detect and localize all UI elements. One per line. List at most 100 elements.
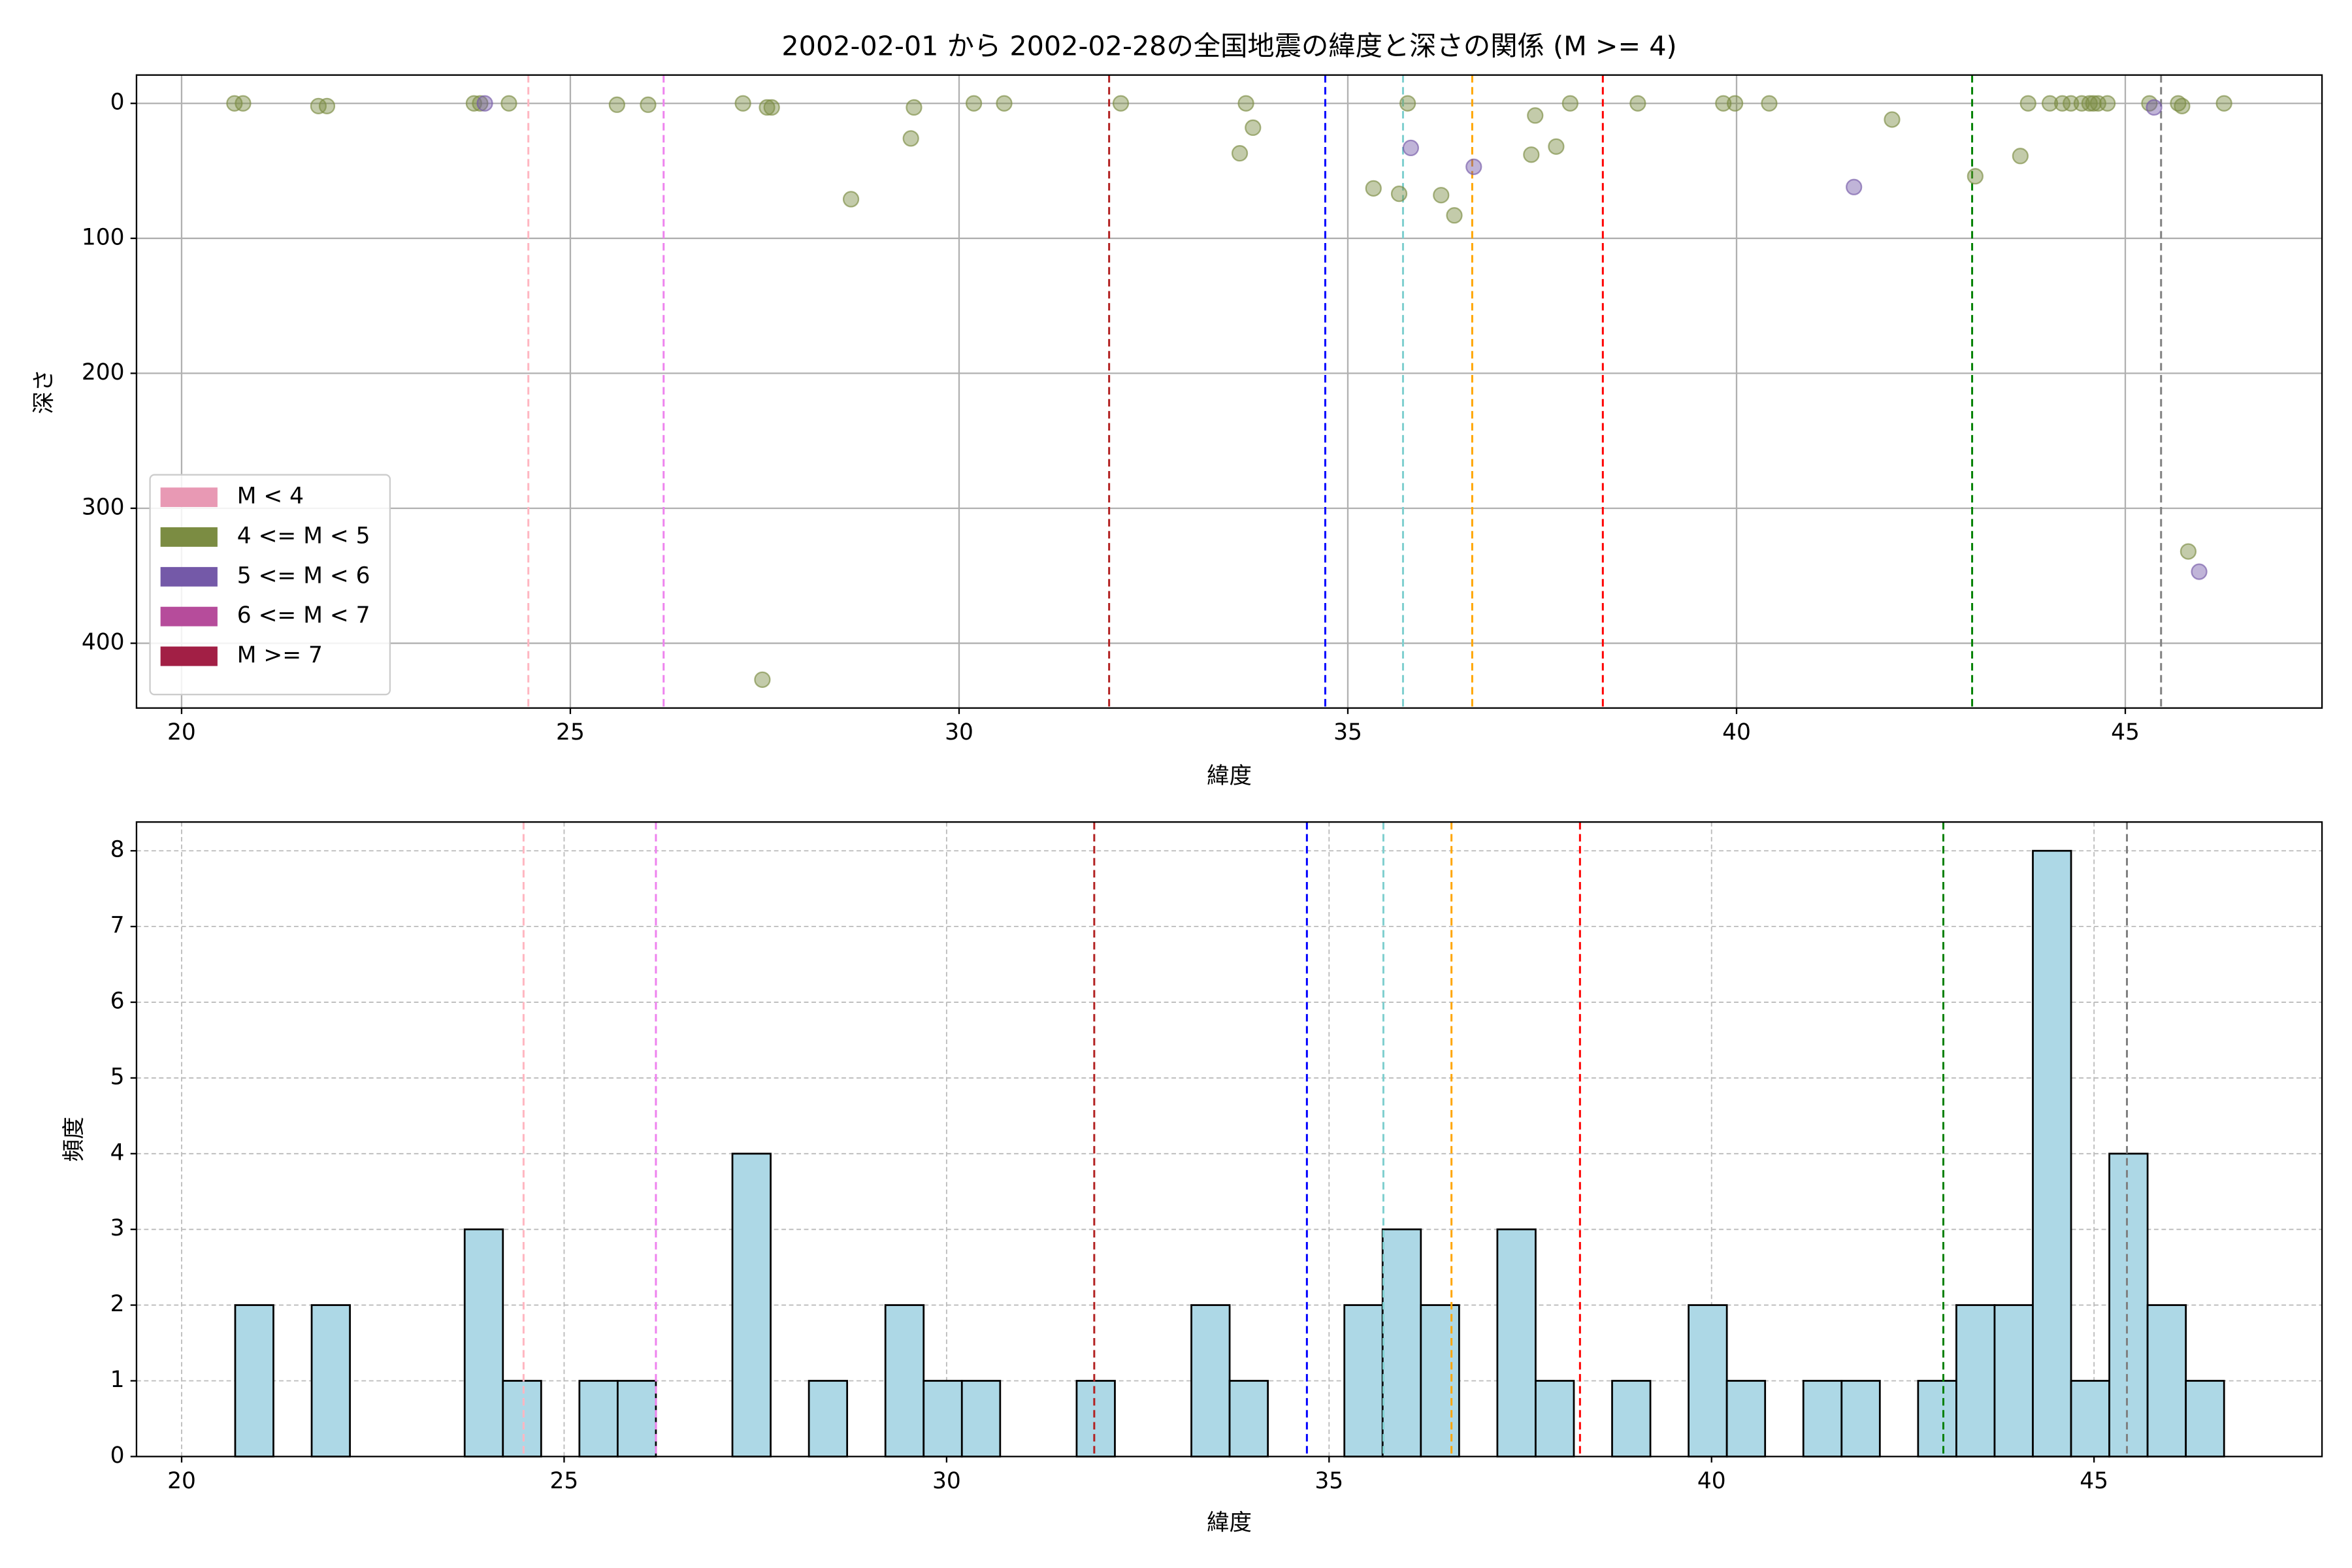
data-point: [476, 95, 493, 112]
data-point: [318, 97, 336, 114]
bar: [731, 1152, 772, 1458]
x-axis-label: 緯度: [1207, 763, 1252, 789]
data-point: [754, 671, 771, 688]
legend-label: 5 <= M < 6: [237, 563, 370, 589]
bar: [1496, 1228, 1537, 1458]
data-point: [1884, 111, 1901, 128]
data-point: [1523, 146, 1540, 163]
data-point: [640, 96, 657, 113]
bar: [808, 1380, 849, 1458]
data-point: [1237, 95, 1254, 112]
data-point: [906, 99, 923, 116]
legend-label: 4 <= M < 5: [237, 523, 370, 549]
bar: [2108, 1152, 2149, 1458]
bar: [2032, 849, 2072, 1458]
bar: [1725, 1380, 1767, 1458]
y-tick-label: 2: [110, 1291, 125, 1317]
y-tick-label: 300: [82, 494, 125, 520]
legend-swatch: [160, 527, 218, 547]
data-point: [472, 95, 489, 112]
data-point: [1761, 95, 1778, 112]
data-point: [2081, 95, 2098, 112]
legend-swatch: [160, 487, 218, 508]
data-point: [310, 97, 327, 114]
legend-swatch: [160, 606, 218, 627]
data-point: [1433, 187, 1450, 204]
x-tick-label: 35: [1333, 719, 1362, 745]
data-point: [2099, 95, 2116, 112]
y-tick-label: 3: [110, 1215, 125, 1241]
data-point: [235, 95, 252, 112]
x-tick-label: 25: [550, 1468, 579, 1494]
bar: [1840, 1380, 1881, 1458]
x-tick-label: 40: [1697, 1468, 1726, 1494]
data-point: [2215, 95, 2232, 112]
bar: [1802, 1380, 1843, 1458]
data-point: [763, 99, 780, 116]
data-point: [2191, 563, 2208, 580]
data-point: [1402, 139, 1420, 157]
plot-frame: [135, 74, 2323, 709]
legend-label: M < 4: [237, 483, 304, 510]
y-tick-label: 0: [110, 90, 125, 116]
data-point: [2019, 95, 2036, 112]
data-point: [1967, 168, 1984, 185]
bar: [617, 1380, 657, 1458]
data-point: [500, 95, 517, 112]
bar: [960, 1380, 1002, 1458]
chart-title: 2002-02-01 から 2002-02-28の全国地震の緯度と深さの関係 (…: [781, 31, 1676, 62]
bar: [1993, 1304, 2034, 1458]
x-axis-label: 緯度: [1207, 1510, 1252, 1536]
data-point: [734, 95, 751, 112]
x-tick-label: 20: [167, 1468, 196, 1494]
data-point: [1846, 178, 1863, 195]
data-point: [226, 95, 243, 112]
data-point: [996, 95, 1013, 112]
y-tick-label: 400: [82, 629, 125, 655]
data-point: [902, 130, 919, 147]
bar: [1611, 1380, 1652, 1458]
data-point: [1548, 138, 1565, 155]
x-tick-label: 45: [2111, 719, 2140, 745]
x-tick-label: 25: [556, 719, 585, 745]
bar: [2185, 1380, 2225, 1458]
y-tick-label: 0: [110, 1443, 125, 1469]
bar: [310, 1304, 351, 1458]
data-point: [2012, 148, 2029, 165]
data-point: [759, 99, 776, 116]
bar: [2070, 1380, 2110, 1458]
data-point: [1561, 95, 1578, 112]
legend-label: M >= 7: [237, 642, 323, 668]
bar: [502, 1380, 542, 1458]
bar: [1381, 1228, 1422, 1458]
y-tick-label: 7: [110, 913, 125, 939]
data-point: [965, 95, 983, 112]
y-axis-label: 頻度: [61, 1117, 87, 1162]
data-point: [1399, 95, 1416, 112]
data-point: [1245, 119, 1262, 137]
data-point: [1726, 95, 1744, 112]
y-tick-label: 1: [110, 1367, 125, 1393]
y-tick-label: 5: [110, 1064, 125, 1090]
legend-swatch: [160, 566, 218, 587]
bar: [463, 1228, 504, 1458]
bar: [234, 1304, 274, 1458]
data-point: [1231, 145, 1249, 162]
data-point: [608, 96, 625, 113]
bar: [1420, 1304, 1460, 1458]
x-tick-label: 30: [932, 1468, 961, 1494]
bar: [1917, 1380, 1957, 1458]
data-point: [1715, 95, 1732, 112]
bar: [2146, 1304, 2187, 1458]
data-point: [2146, 99, 2163, 116]
data-point: [2174, 97, 2191, 114]
y-tick-label: 6: [110, 988, 125, 1015]
data-point: [2041, 95, 2059, 112]
bar: [923, 1380, 963, 1458]
legend-label: 6 <= M < 7: [237, 602, 370, 629]
bar: [1535, 1380, 1575, 1458]
scatter-panel: 20 25 30 35 40 45 0 100 200 300 400 2002-02-01 から 2…: [31, 31, 2323, 789]
y-tick-label: 100: [82, 224, 125, 250]
